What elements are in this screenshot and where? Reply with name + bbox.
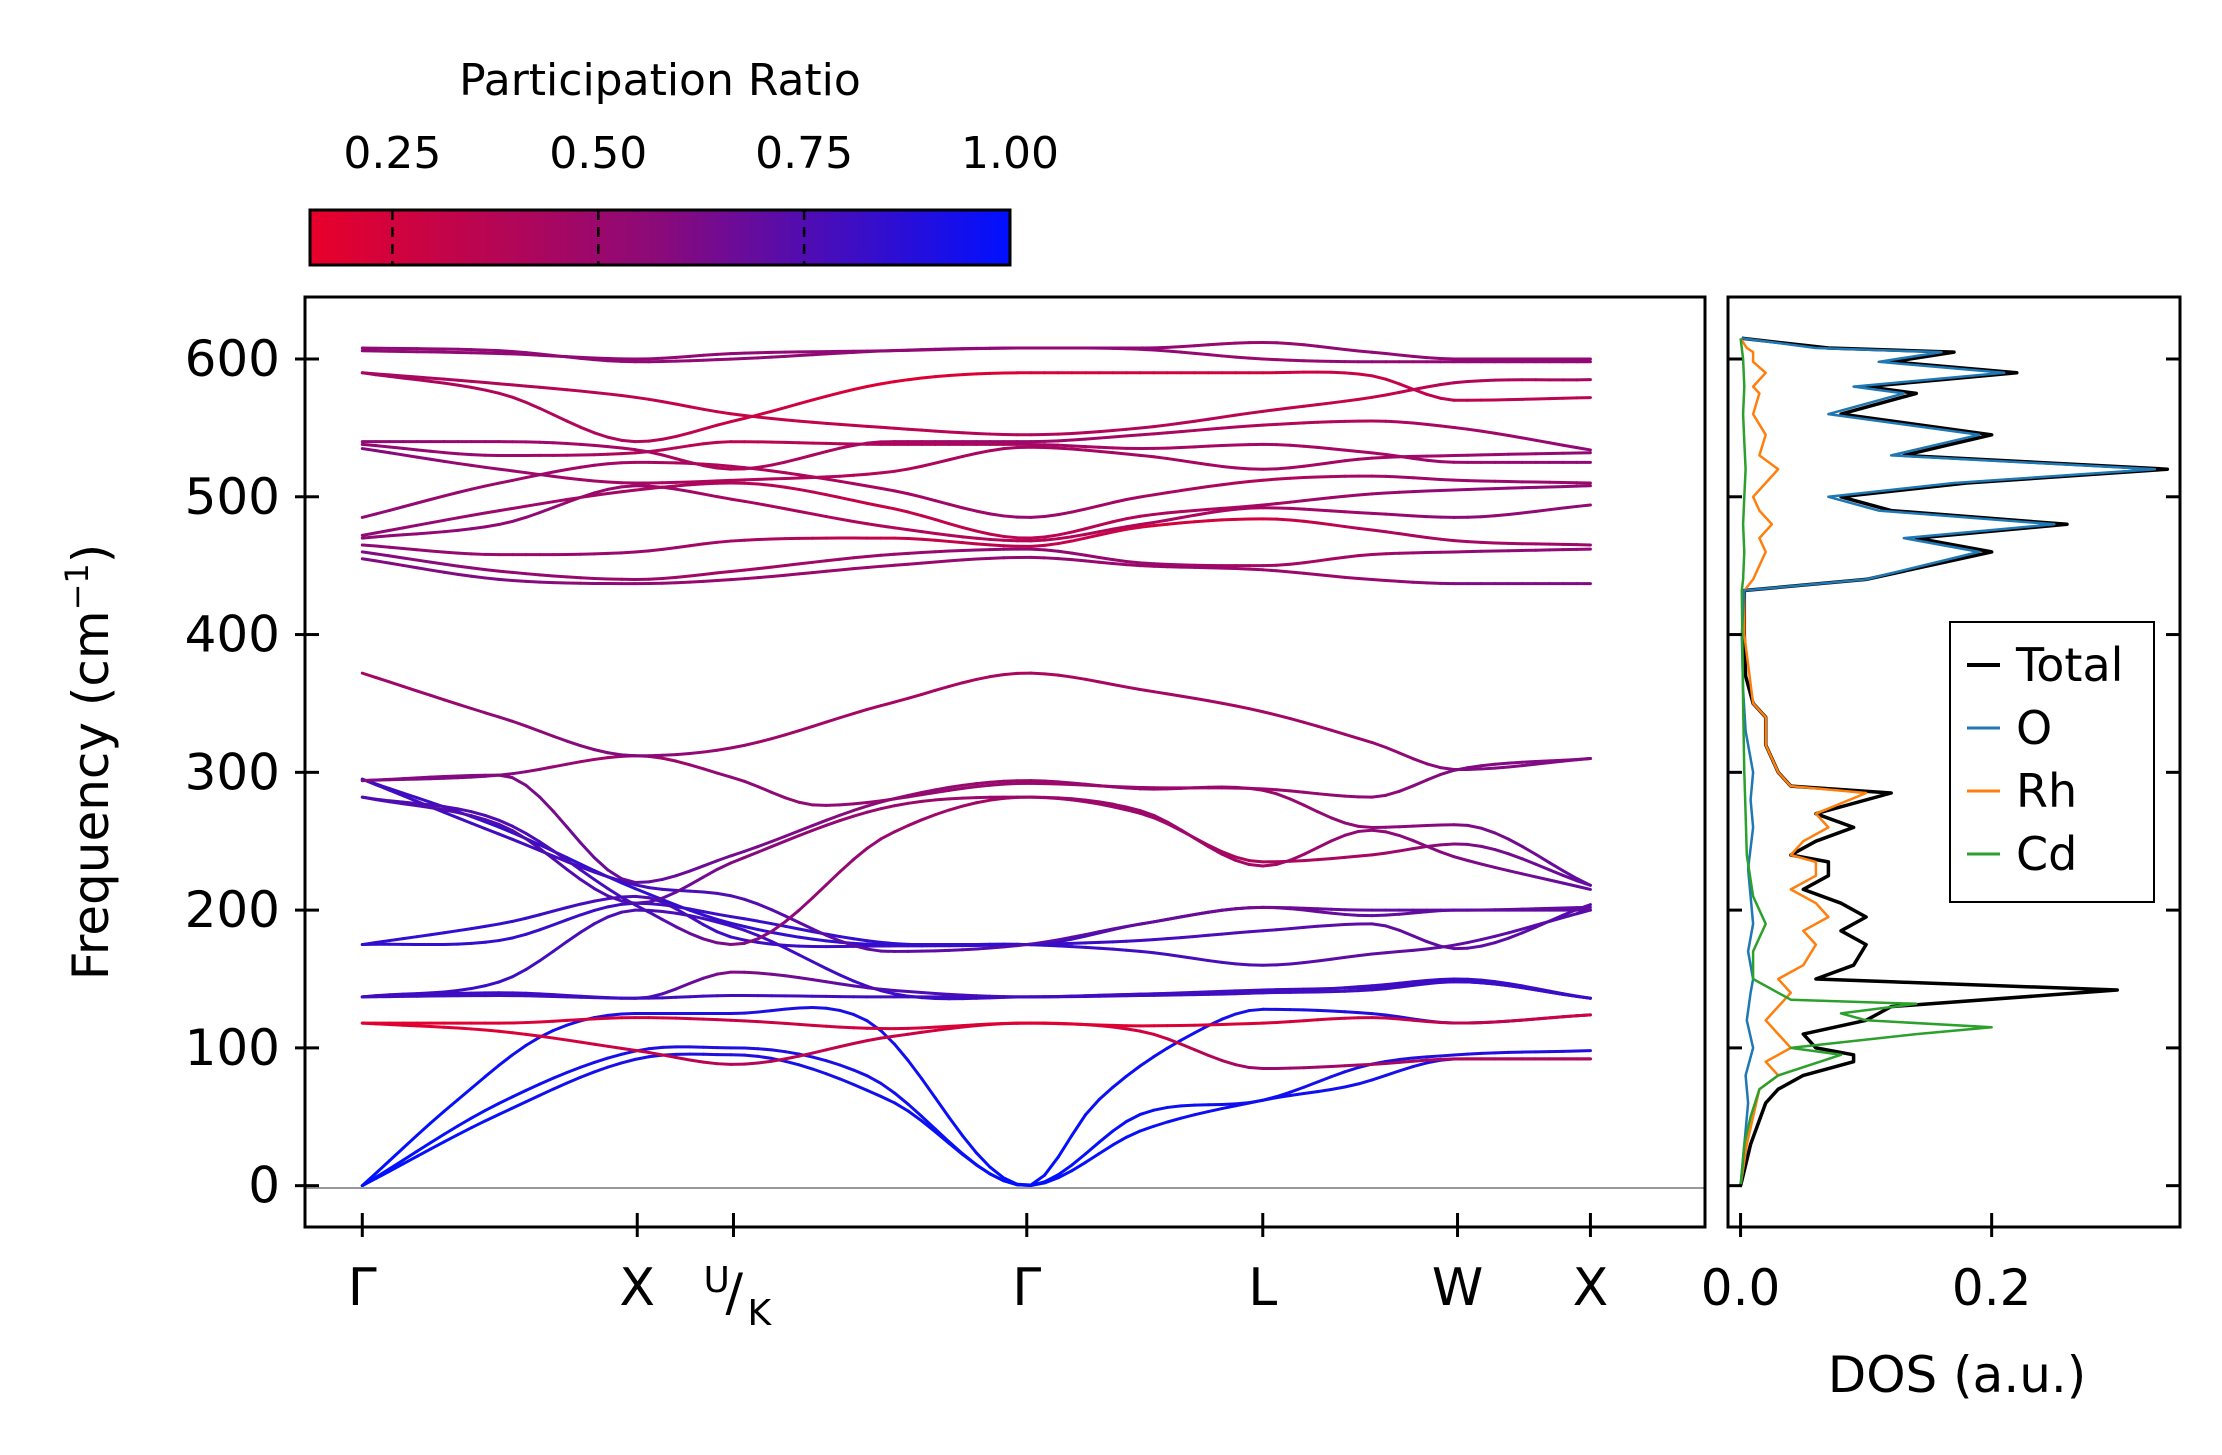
band-up-6	[360, 460, 1592, 519]
band-up-1	[360, 555, 1592, 586]
band-x-tick-label: K	[747, 1293, 772, 1334]
dos-x-axis: 0.0 0.2	[1701, 1213, 2032, 1317]
band-y-axis-label-close: )	[62, 544, 120, 564]
band-x-tick-label: X	[619, 1258, 655, 1318]
band-up-12	[360, 340, 1592, 361]
colorbar-gradient	[308, 208, 1012, 267]
dos-series-rh	[1739, 337, 1868, 1186]
band-up-9	[360, 419, 1592, 471]
dos-plot-frame	[1726, 295, 2182, 1229]
band-low-opt-1	[360, 1021, 1592, 1071]
band-acoustic-3	[360, 1006, 1592, 1188]
band-y-tick-label: 100	[185, 1019, 280, 1077]
band-mid-9	[360, 795, 1592, 905]
dos-series-cd	[1739, 338, 1993, 1186]
dos-series-total	[1738, 336, 2170, 1187]
band-y-tick-label: 600	[185, 330, 280, 388]
band-x-tick-label: Γ	[1012, 1258, 1041, 1318]
band-y-tick-label: 0	[248, 1157, 280, 1215]
band-x-tick-label: U	[703, 1260, 729, 1301]
dos-x-axis-label: DOS (a.u.)	[1828, 1346, 2087, 1404]
band-y-axis-label: Frequency (cm−1)	[58, 544, 120, 981]
band-up-5	[360, 481, 1592, 540]
band-x-tick-label-slash: /	[725, 1263, 743, 1323]
band-mid-7	[360, 777, 1592, 953]
band-y-tick-label: 500	[185, 468, 280, 526]
band-lines	[360, 340, 1592, 1188]
colorbar: Participation Ratio 0.25 0.50 0.75 1.00	[308, 55, 1059, 267]
band-mid-10	[360, 773, 1592, 887]
band-plot-frame	[303, 295, 1707, 1229]
legend-label-o: O	[2016, 701, 2052, 755]
band-up-8	[360, 440, 1592, 464]
colorbar-title: Participation Ratio	[459, 55, 861, 106]
band-up-2	[360, 547, 1592, 581]
band-x-tick-label: L	[1248, 1258, 1277, 1318]
band-mid-3	[360, 970, 1592, 1000]
band-up-3	[360, 517, 1592, 557]
legend-label-total: Total	[2015, 638, 2123, 692]
colorbar-tick-label: 0.75	[755, 128, 853, 179]
dos-x-tick-label: 0.2	[1952, 1259, 2032, 1317]
band-y-tick-label: 200	[185, 881, 280, 939]
dos-panel: 0.0 0.2 DOS (a.u.) Total O Rh Cd	[1701, 295, 2182, 1404]
dos-x-tick-label: 0.0	[1701, 1259, 1781, 1317]
band-y-axis-label-main: Frequency (cm	[62, 610, 120, 980]
band-x-tick-label: X	[1573, 1258, 1609, 1318]
dos-legend: Total O Rh Cd	[1949, 621, 2155, 903]
band-y-tick-label: 300	[185, 743, 280, 801]
band-x-tick-label: Γ	[348, 1258, 377, 1318]
colorbar-tick-label: 1.00	[961, 128, 1059, 179]
band-y-tick-label: 400	[185, 606, 280, 664]
band-mid-5	[360, 894, 1592, 951]
colorbar-ticks: 0.25 0.50 0.75 1.00	[343, 128, 1059, 265]
band-mid-12	[360, 671, 1592, 771]
band-low-opt-2	[360, 1013, 1592, 1031]
band-up-4	[360, 484, 1592, 543]
band-y-axis-label-superscript: −1	[58, 563, 96, 610]
band-up-13	[360, 346, 1592, 364]
band-up-11	[360, 370, 1592, 444]
legend-label-cd: Cd	[2016, 827, 2077, 881]
legend-label-rh: Rh	[2016, 764, 2077, 818]
band-structure-panel: 0 100 200 300 400 500 600 Γ X U/K Γ L W X Frequency …	[58, 295, 1707, 1334]
dos-lines	[1738, 336, 2170, 1187]
band-mid-8	[360, 795, 1592, 947]
dos-y-ticks	[1728, 357, 2180, 1188]
colorbar-tick-label: 0.25	[343, 128, 441, 179]
band-y-axis: 0 100 200 300 400 500 600	[185, 330, 319, 1215]
band-x-tick-label: W	[1432, 1258, 1483, 1318]
band-x-axis: Γ X U/K Γ L W X	[348, 1213, 1608, 1334]
band-up-7	[360, 445, 1592, 485]
band-up-10	[360, 371, 1592, 437]
colorbar-tick-label: 0.50	[549, 128, 647, 179]
